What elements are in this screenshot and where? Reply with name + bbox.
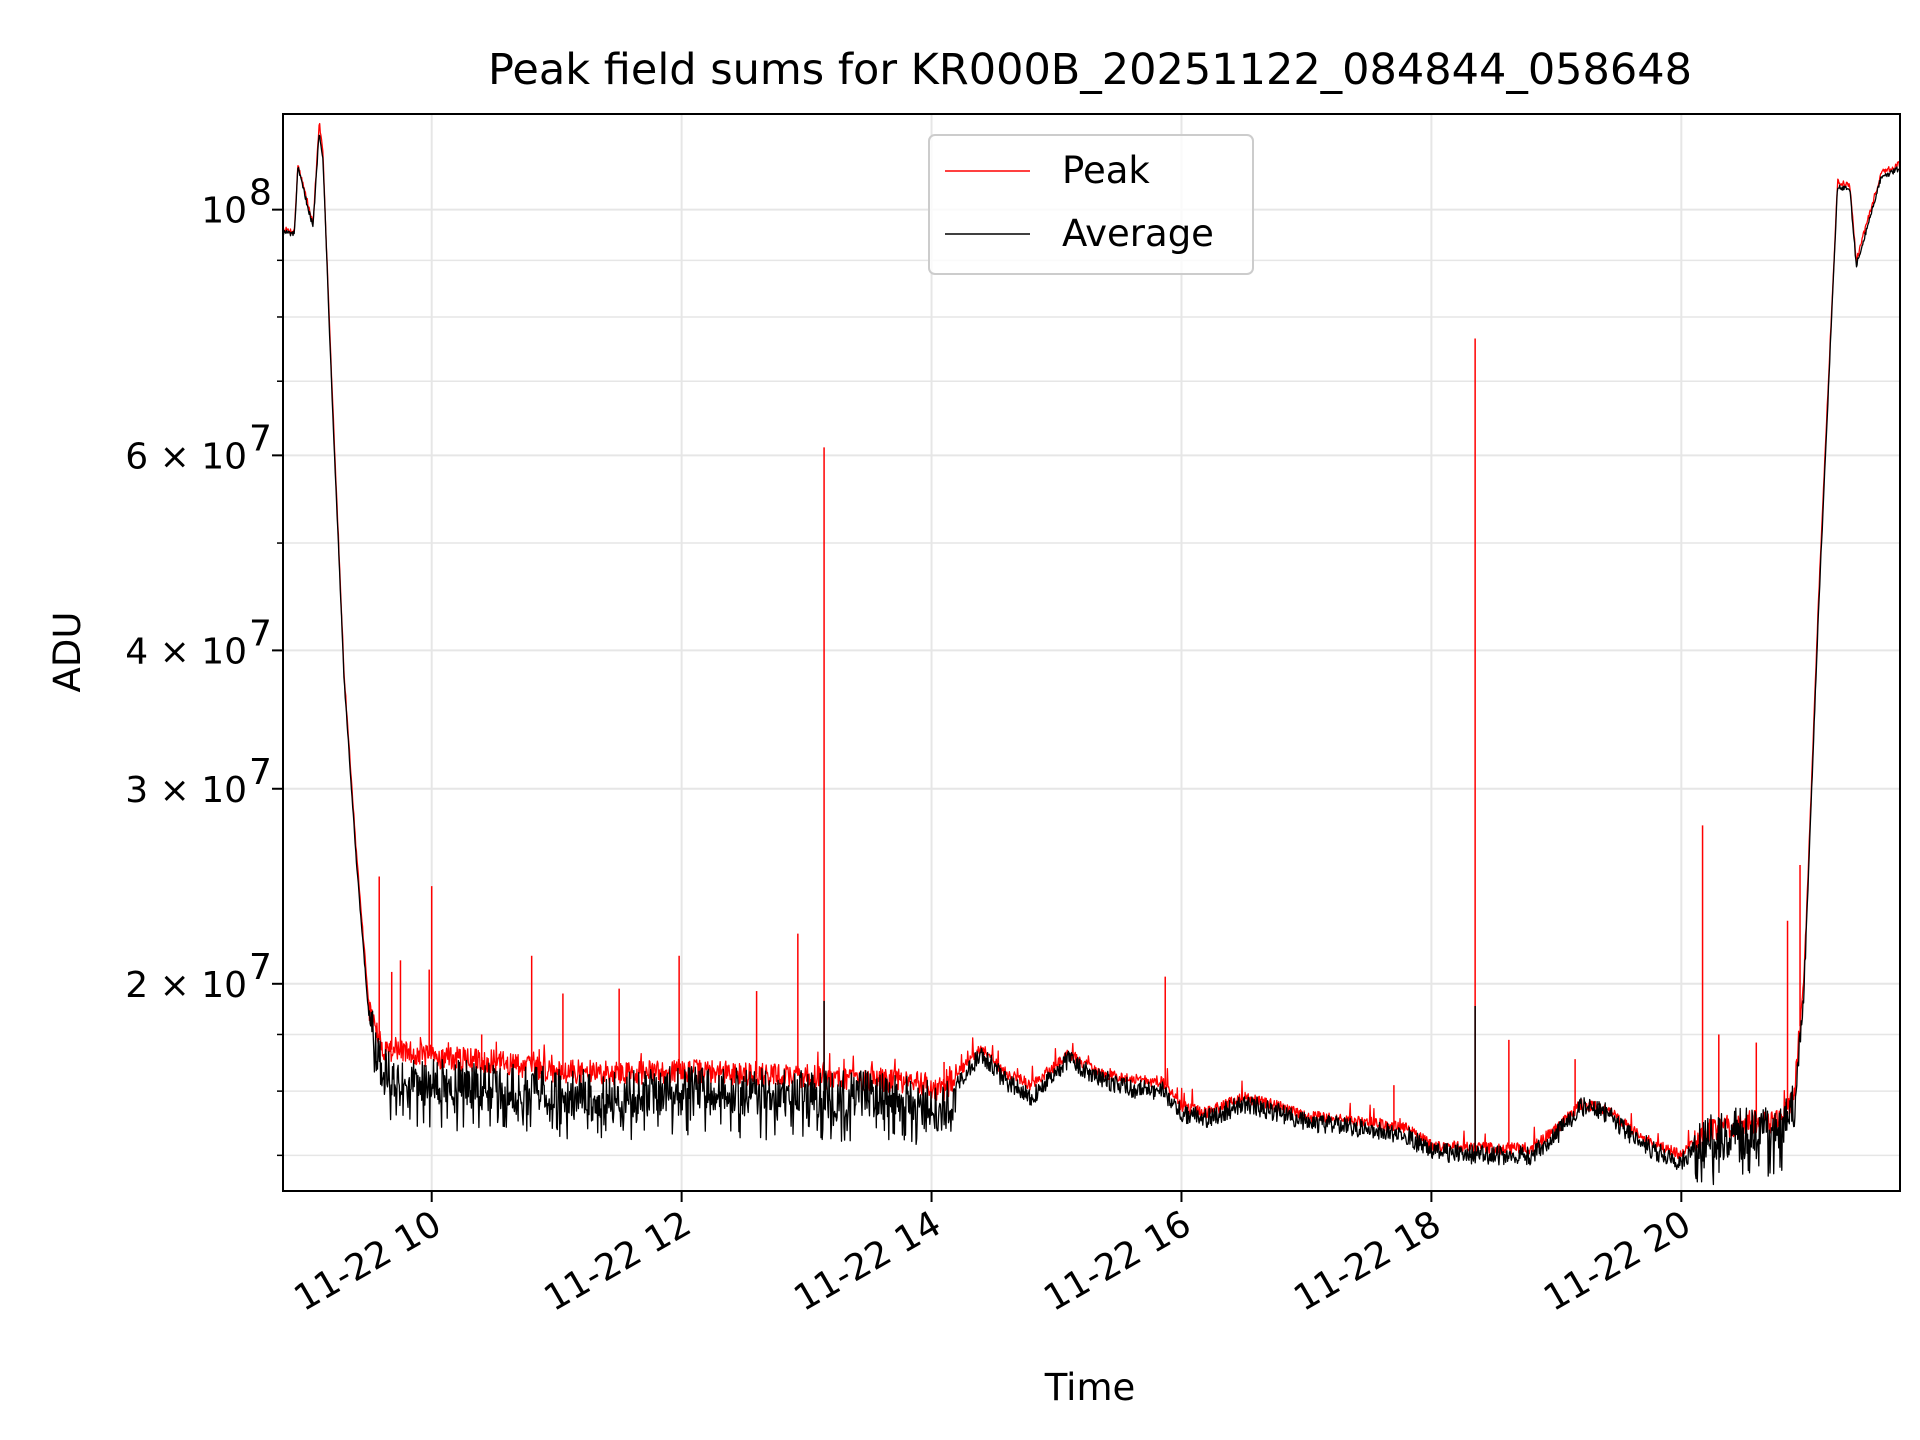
legend-label-peak: Peak — [1062, 149, 1150, 192]
y-tick-label: 4 × 10 — [125, 631, 247, 672]
series-layer — [283, 122, 1900, 1186]
plot-frame — [282, 113, 1901, 1192]
y-tick-exponent: 7 — [249, 613, 272, 654]
legend-label-average: Average — [1062, 212, 1214, 255]
legend: Peak Average — [928, 134, 1254, 275]
y-tick-exponent: 8 — [249, 173, 272, 214]
x-axis-label: Time — [1044, 1366, 1136, 1409]
y-axis-label: ADU — [46, 612, 89, 693]
y-tick-label: 6 × 10 — [125, 436, 247, 477]
y-tick-exponent: 7 — [249, 418, 272, 459]
y-axis: 10 86 × 10 74 × 10 73 × 10 72 × 10 7 — [125, 173, 283, 1157]
legend-box — [928, 134, 1254, 275]
y-tick-label: 10 — [201, 191, 247, 232]
y-tick-label: 3 × 10 — [125, 770, 247, 811]
chart-title: Peak field sums for KR000B_20251122_0848… — [488, 45, 1692, 95]
grid — [283, 114, 1900, 1191]
y-tick-exponent: 7 — [249, 752, 272, 793]
series-line-average — [283, 134, 1900, 1186]
y-tick-exponent: 7 — [249, 947, 272, 988]
y-tick-label: 2 × 10 — [125, 965, 247, 1006]
